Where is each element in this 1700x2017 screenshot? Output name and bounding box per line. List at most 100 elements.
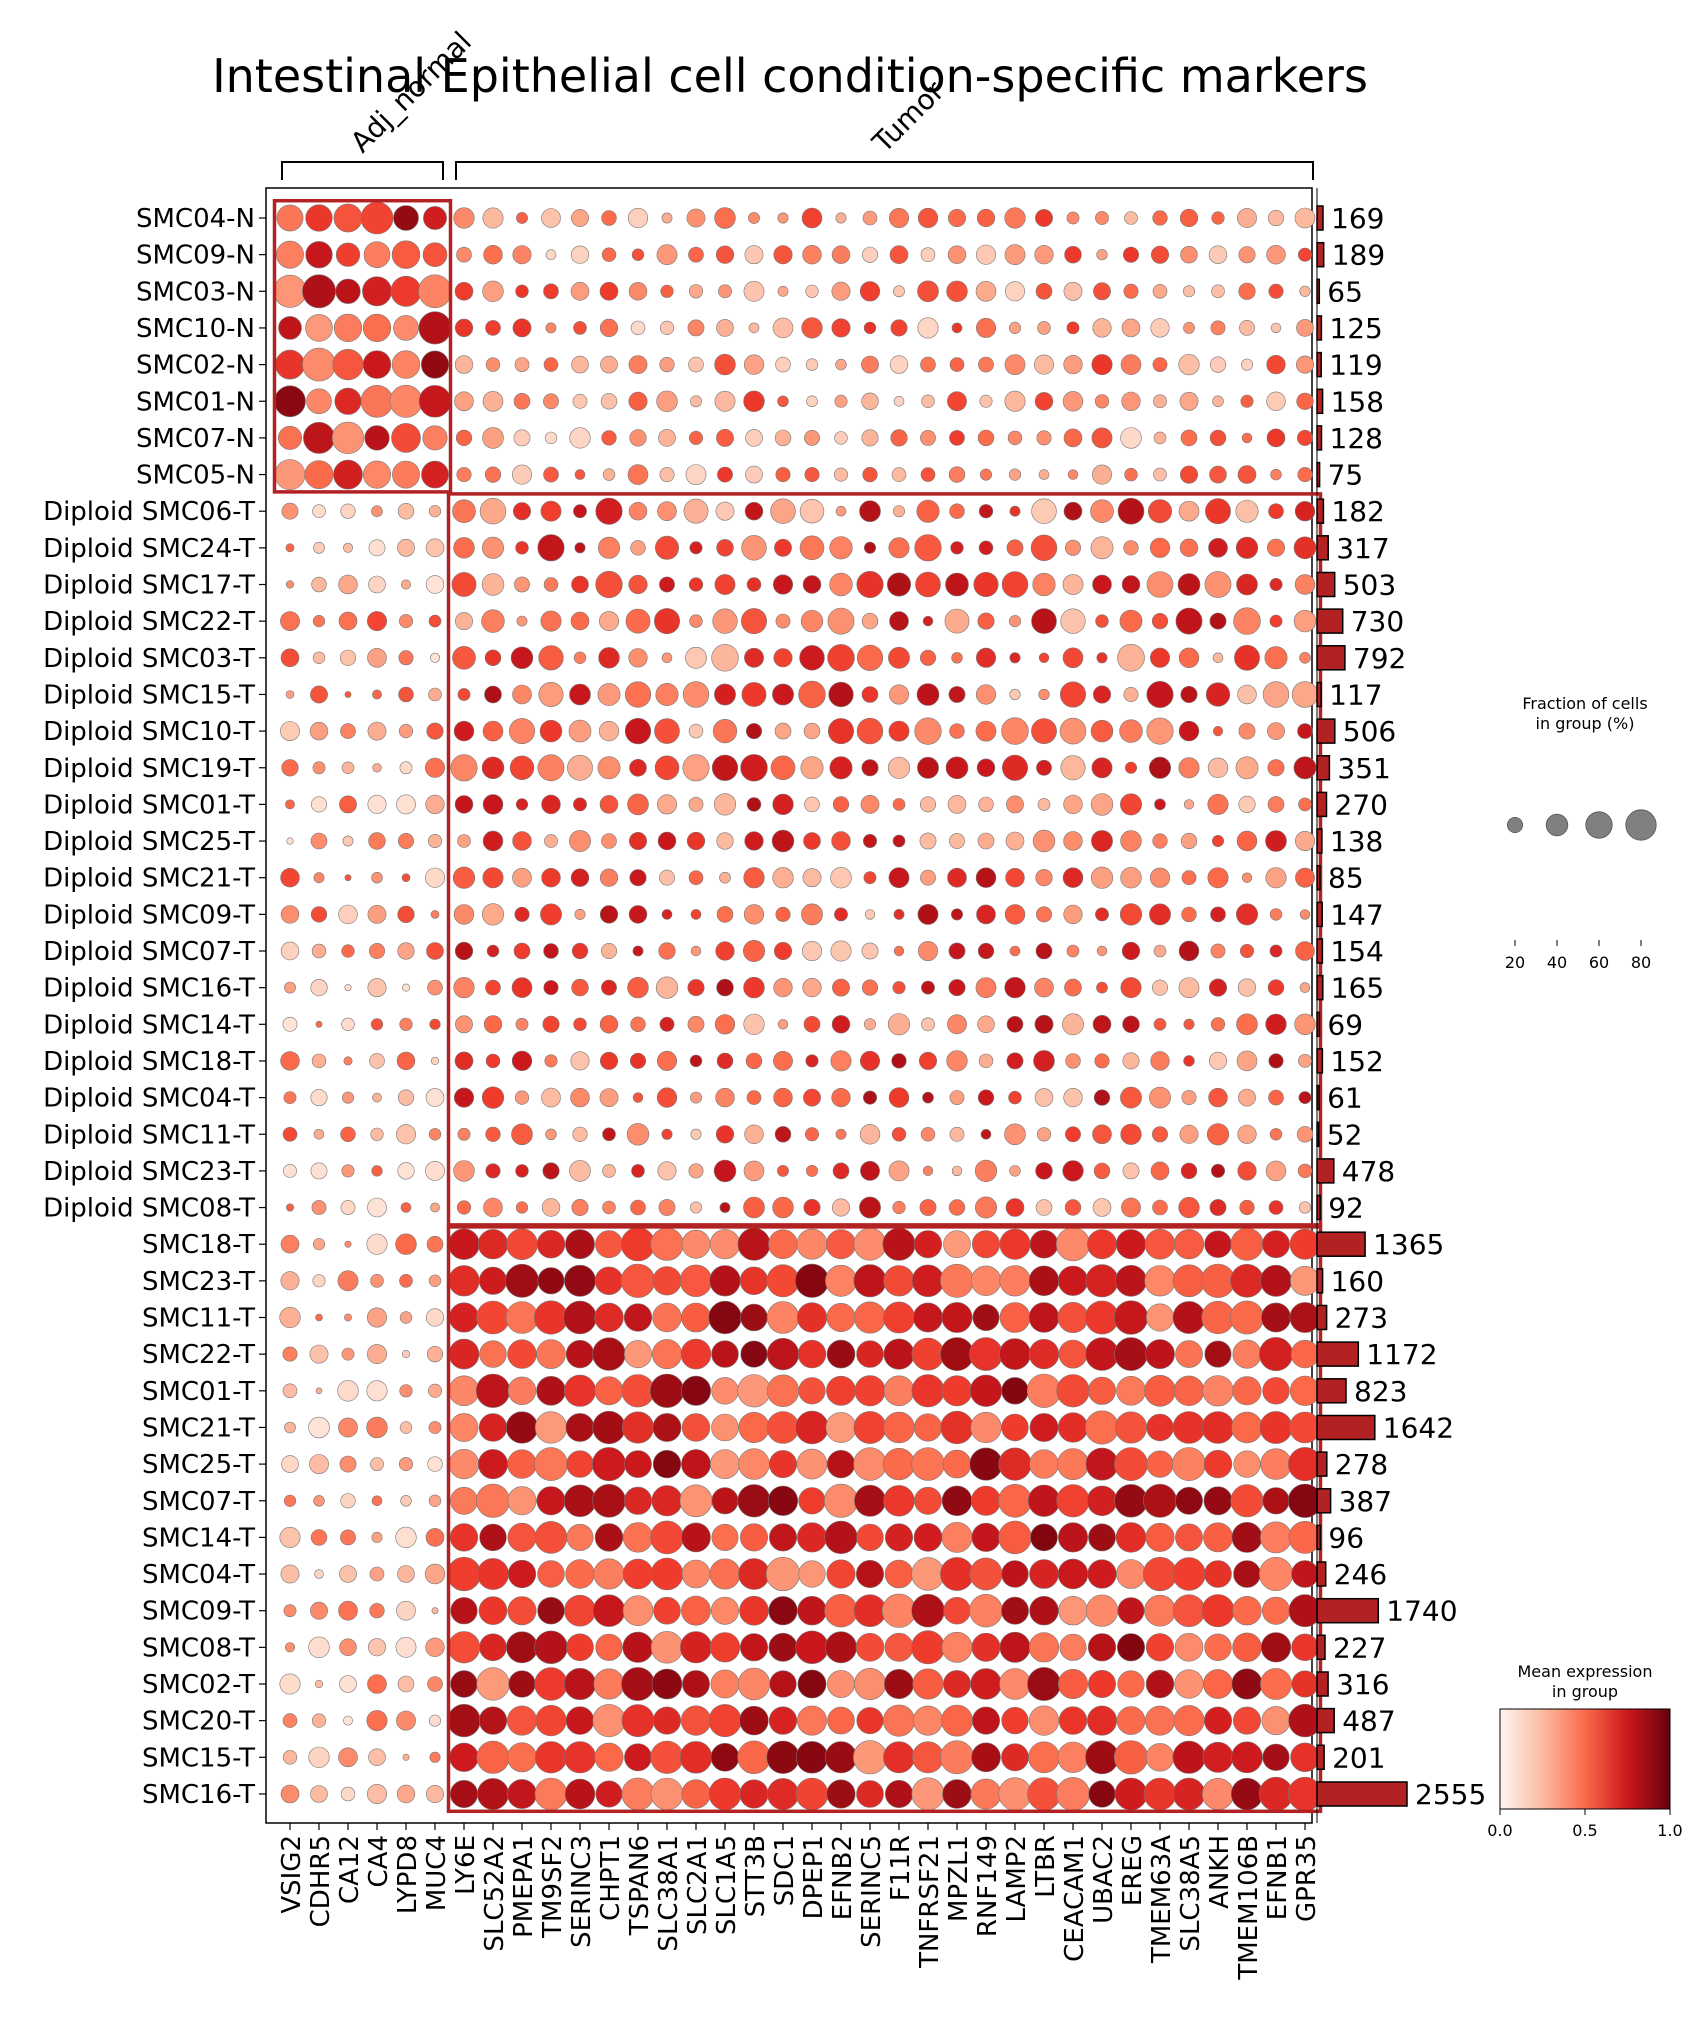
dot-diploid-smc22-t-ca4 (366, 611, 387, 632)
dot-diploid-smc19-t-slc52a2 (481, 756, 505, 779)
dot-diploid-smc07-t-tmem63a (1153, 944, 1167, 958)
dot-diploid-smc14-t-f11r (887, 1013, 911, 1036)
highlight-box-3 (446, 1225, 1323, 1814)
dot-smc03-n-ceacam1 (1063, 281, 1083, 301)
xlabel-chpt1: CHPT1 (596, 1835, 626, 1921)
dot-smc09-n-serinc3 (570, 245, 590, 264)
dot-smc02-n-efnb2 (835, 358, 847, 371)
dot-diploid-smc14-t-gpr35 (1294, 1013, 1316, 1036)
xlabel-mpzl1: MPZL1 (944, 1835, 974, 1922)
dot-diploid-smc09-t-vsig2 (280, 905, 300, 924)
dot-diploid-smc11-t-slc38a1 (661, 1128, 673, 1140)
dot-diploid-smc07-t-ceacam1 (1066, 944, 1080, 958)
dot-smc20-t-lypd8 (396, 1710, 416, 1731)
dot-diploid-smc04-t-slc1a5 (715, 1087, 735, 1108)
dot-diploid-smc21-t-ca4 (371, 871, 383, 884)
count-bar-diploid-smc25-t (1316, 828, 1323, 854)
dot-smc08-t-slc1a5 (709, 1632, 741, 1663)
count-label-diploid-smc21-t: 85 (1328, 862, 1364, 895)
dot-diploid-smc04-t-pmepa1 (514, 1090, 530, 1105)
count-bar-smc03-n (1316, 278, 1321, 305)
dot-smc25-t-vsig2 (281, 1455, 299, 1473)
dot-diploid-smc23-t-cdhr5 (310, 1162, 328, 1180)
dot-smc01-n-f11r (893, 395, 905, 407)
dot-smc07-t-slc1a5 (711, 1487, 739, 1515)
dot-smc10-n-efnb2 (831, 318, 851, 338)
colorbar (1499, 1708, 1671, 1810)
dot-diploid-smc25-t-dpep1 (803, 832, 821, 850)
dot-smc07-t-mpzl1 (941, 1485, 973, 1517)
dot-diploid-smc04-t-slc2a1 (690, 1091, 702, 1104)
dot-smc25-t-dpep1 (796, 1448, 828, 1480)
dot-diploid-smc09-t-muc4 (430, 910, 440, 919)
dot-smc20-t-tm9sf2 (535, 1704, 567, 1737)
dot-smc02-n-lamp2 (1004, 354, 1026, 376)
dot-smc04-t-pmepa1 (507, 1559, 537, 1589)
dot-smc07-n-slc1a5 (716, 428, 734, 447)
dot-smc10-n-ca12 (333, 313, 363, 343)
dot-smc15-t-tspan6 (624, 1743, 652, 1772)
dot-smc07-t-pmepa1 (507, 1486, 537, 1516)
dot-smc20-t-chpt1 (592, 1704, 626, 1738)
dot-smc22-t-rnf149 (969, 1337, 1003, 1371)
dot-diploid-smc07-t-rnf149 (977, 942, 995, 960)
dot-smc07-n-ca4 (364, 425, 390, 451)
dot-smc02-t-efnb2 (827, 1670, 855, 1698)
dot-diploid-smc21-t-serinc5 (863, 871, 877, 885)
dot-smc22-t-pmepa1 (507, 1339, 537, 1369)
dot-smc10-n-ceacam1 (1066, 321, 1080, 335)
dot-smc01-n-mpzl1 (947, 391, 967, 412)
dot-smc20-t-ca4 (366, 1710, 388, 1732)
dot-smc02-t-rnf149 (970, 1668, 1002, 1700)
dot-diploid-smc06-t-lamp2 (1009, 505, 1021, 517)
dot-smc14-t-slc52a2 (479, 1523, 507, 1552)
dot-diploid-smc18-t-ca4 (369, 1053, 385, 1069)
dot-diploid-smc03-t-slc52a2 (484, 649, 502, 666)
dot-diploid-smc19-t-mpzl1 (945, 756, 969, 780)
dot-diploid-smc14-t-serinc5 (863, 1018, 876, 1031)
dot-smc10-n-ankh (1210, 320, 1226, 336)
dot-diploid-smc25-t-tm9sf2 (544, 834, 558, 848)
dot-smc21-t-serinc5 (853, 1411, 887, 1444)
dot-diploid-smc10-t-muc4 (426, 722, 444, 740)
dot-smc09-t-f11r (881, 1593, 917, 1628)
dot-diploid-smc10-t-dpep1 (803, 722, 821, 740)
dot-diploid-smc15-t-ubac2 (1093, 685, 1112, 704)
dot-smc15-t-serinc3 (563, 1741, 596, 1774)
dot-smc08-t-efnb1 (1260, 1632, 1292, 1663)
dot-diploid-smc06-t-tnfrsf21 (916, 499, 940, 523)
dot-diploid-smc14-t-tmem106b (1236, 1013, 1258, 1036)
dot-smc01-t-serinc5 (854, 1375, 886, 1407)
count-bar-smc09-t (1316, 1597, 1380, 1624)
dot-smc08-t-vsig2 (284, 1642, 296, 1653)
dot-diploid-smc22-t-vsig2 (280, 611, 300, 632)
dot-smc01-n-slc1a5 (714, 390, 736, 412)
dot-diploid-smc25-t-rnf149 (977, 832, 995, 850)
dot-diploid-smc01-t-cdhr5 (310, 796, 327, 813)
dot-diploid-smc10-t-ltbr (1031, 718, 1057, 745)
dot-smc02-n-ankh (1209, 356, 1227, 373)
dot-diploid-smc22-t-ereg (1119, 609, 1143, 633)
dot-smc22-t-efnb2 (826, 1339, 856, 1369)
dot-diploid-smc06-t-ca4 (371, 505, 383, 518)
dot-diploid-smc23-t-ankh (1211, 1163, 1226, 1178)
dot-diploid-smc08-t-vsig2 (285, 1203, 294, 1212)
dot-diploid-smc06-t-efnb2 (835, 505, 847, 517)
dot-diploid-smc06-t-slc38a5 (1178, 500, 1200, 522)
dot-diploid-smc16-t-slc1a5 (716, 978, 734, 997)
dot-smc25-t-slc52a2 (477, 1449, 508, 1480)
dot-smc07-n-tnfrsf21 (920, 429, 936, 446)
dot-smc01-n-serinc5 (861, 392, 879, 410)
dot-diploid-smc09-t-gpr35 (1299, 909, 1311, 920)
count-bar-diploid-smc10-t (1316, 718, 1336, 744)
dot-smc07-n-dpep1 (804, 429, 820, 446)
dot-diploid-smc23-t-lamp2 (1009, 1165, 1021, 1177)
dot-smc21-t-tspan6 (621, 1411, 654, 1444)
count-label-diploid-smc04-t: 61 (1327, 1082, 1363, 1115)
dot-smc08-t-ereg (1117, 1633, 1146, 1662)
dot-smc15-t-slc2a1 (679, 1741, 713, 1774)
dot-smc14-t-ltbr (1030, 1523, 1058, 1552)
dot-smc18-t-dpep1 (796, 1228, 828, 1260)
count-label-smc09-n: 189 (1332, 239, 1385, 272)
dot-diploid-smc11-t-ankh (1206, 1123, 1230, 1146)
